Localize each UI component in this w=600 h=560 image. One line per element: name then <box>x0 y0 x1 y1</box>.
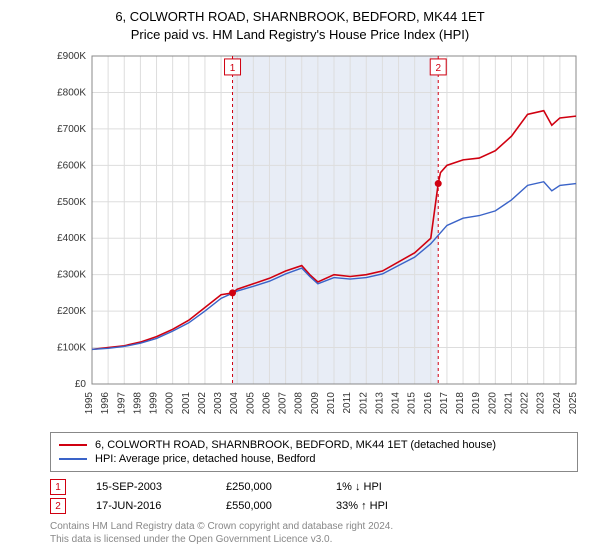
svg-text:2002: 2002 <box>197 392 208 415</box>
legend-label-property: 6, COLWORTH ROAD, SHARNBROOK, BEDFORD, M… <box>95 439 496 451</box>
marker-hpi-1: 1% ↓ HPI <box>336 481 456 493</box>
marker-date-2: 17-JUN-2016 <box>96 500 226 512</box>
license-line-1: Contains HM Land Registry data © Crown c… <box>50 520 393 533</box>
svg-text:2023: 2023 <box>536 392 547 415</box>
svg-text:1999: 1999 <box>149 392 160 415</box>
legend-swatch-hpi <box>59 458 87 460</box>
marker-badge-1: 1 <box>50 479 66 495</box>
svg-text:2010: 2010 <box>326 392 337 415</box>
svg-text:2025: 2025 <box>568 392 579 415</box>
svg-text:1: 1 <box>230 63 236 74</box>
svg-text:2022: 2022 <box>520 392 531 415</box>
svg-text:£200K: £200K <box>57 306 86 317</box>
svg-text:£600K: £600K <box>57 160 86 171</box>
marker-row-1: 1 15-SEP-2003 £250,000 1% ↓ HPI <box>50 479 456 495</box>
license-text: Contains HM Land Registry data © Crown c… <box>50 520 393 546</box>
svg-text:2009: 2009 <box>310 392 321 415</box>
svg-text:2000: 2000 <box>165 392 176 415</box>
svg-text:2004: 2004 <box>229 392 240 415</box>
license-line-2: This data is licensed under the Open Gov… <box>50 533 393 546</box>
svg-text:£700K: £700K <box>57 124 86 135</box>
svg-text:£0: £0 <box>75 379 87 390</box>
legend: 6, COLWORTH ROAD, SHARNBROOK, BEDFORD, M… <box>50 432 578 472</box>
svg-text:2: 2 <box>435 63 441 74</box>
svg-text:2001: 2001 <box>181 392 192 415</box>
svg-text:2021: 2021 <box>503 392 514 415</box>
svg-text:1995: 1995 <box>84 392 95 415</box>
svg-text:2015: 2015 <box>407 392 418 415</box>
marker-table: 1 15-SEP-2003 £250,000 1% ↓ HPI 2 17-JUN… <box>50 476 456 517</box>
svg-text:2019: 2019 <box>471 392 482 415</box>
svg-text:2018: 2018 <box>455 392 466 415</box>
marker-row-2: 2 17-JUN-2016 £550,000 33% ↑ HPI <box>50 498 456 514</box>
marker-price-1: £250,000 <box>226 481 336 493</box>
legend-swatch-property <box>59 444 87 446</box>
svg-text:2014: 2014 <box>391 392 402 415</box>
svg-text:2016: 2016 <box>423 392 434 415</box>
marker-price-2: £550,000 <box>226 500 336 512</box>
marker-date-1: 15-SEP-2003 <box>96 481 226 493</box>
svg-text:1996: 1996 <box>100 392 111 415</box>
marker-hpi-2: 33% ↑ HPI <box>336 500 456 512</box>
svg-text:2003: 2003 <box>213 392 224 415</box>
svg-text:2011: 2011 <box>342 392 353 414</box>
svg-text:£800K: £800K <box>57 87 86 98</box>
svg-text:2024: 2024 <box>552 392 563 415</box>
svg-text:£100K: £100K <box>57 343 86 354</box>
svg-text:£400K: £400K <box>57 233 86 244</box>
svg-text:£500K: £500K <box>57 197 86 208</box>
svg-text:2020: 2020 <box>487 392 498 415</box>
svg-text:2007: 2007 <box>278 392 289 415</box>
svg-text:2006: 2006 <box>261 392 272 415</box>
svg-text:£900K: £900K <box>57 51 86 62</box>
legend-row: 6, COLWORTH ROAD, SHARNBROOK, BEDFORD, M… <box>59 439 569 451</box>
title-line-2: Price paid vs. HM Land Registry's House … <box>0 26 600 44</box>
svg-text:2005: 2005 <box>245 392 256 415</box>
chart-svg: £0 £100K £200K £300K £400K £500K £600K £700K £80… <box>50 50 580 420</box>
svg-text:2013: 2013 <box>374 392 385 415</box>
legend-row: HPI: Average price, detached house, Bedf… <box>59 453 569 465</box>
svg-text:2017: 2017 <box>439 392 450 415</box>
title-line-1: 6, COLWORTH ROAD, SHARNBROOK, BEDFORD, M… <box>0 8 600 26</box>
legend-label-hpi: HPI: Average price, detached house, Bedf… <box>95 453 316 465</box>
svg-text:2008: 2008 <box>294 392 305 415</box>
marker-badge-2: 2 <box>50 498 66 514</box>
chart-title-block: 6, COLWORTH ROAD, SHARNBROOK, BEDFORD, M… <box>0 0 600 44</box>
svg-text:1997: 1997 <box>116 392 127 415</box>
svg-text:2012: 2012 <box>358 392 369 415</box>
svg-text:1998: 1998 <box>132 392 143 415</box>
svg-text:£300K: £300K <box>57 270 86 281</box>
price-chart: £0 £100K £200K £300K £400K £500K £600K £700K £80… <box>50 50 580 420</box>
